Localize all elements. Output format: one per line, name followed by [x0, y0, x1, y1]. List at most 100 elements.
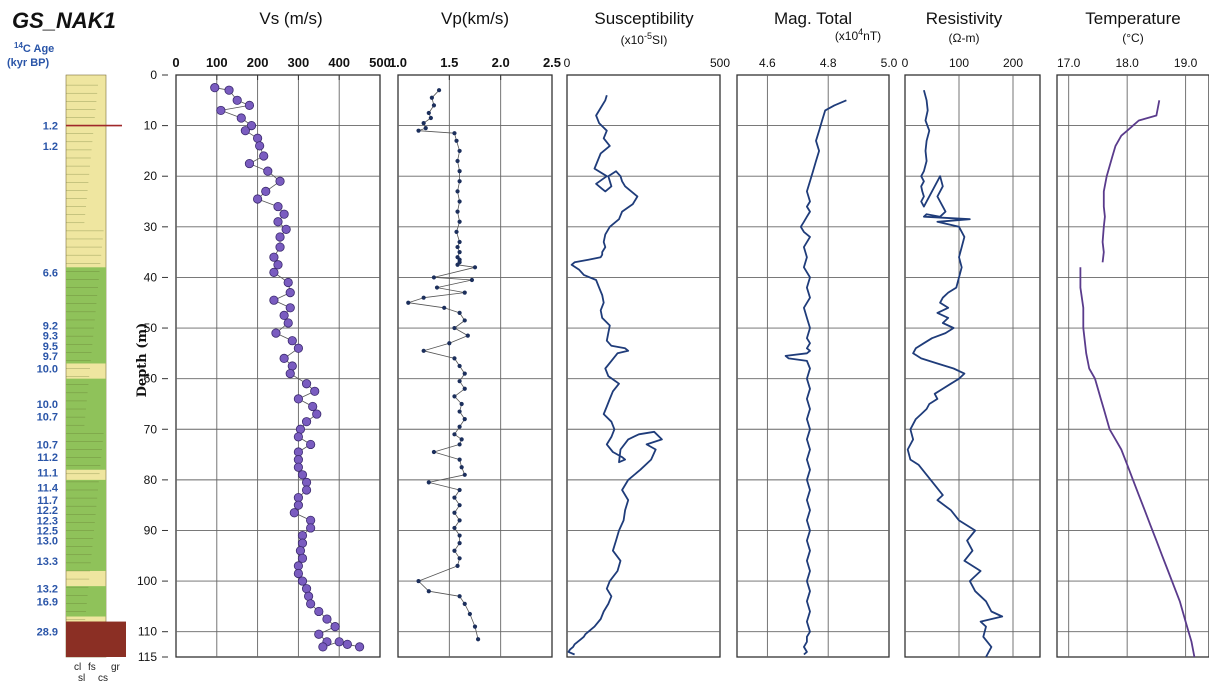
data-point: [459, 401, 464, 407]
data-point: [434, 285, 440, 290]
data-point: [462, 417, 467, 422]
data-point: [293, 432, 303, 442]
data-point: [301, 485, 312, 495]
age-header-main: C Age: [23, 43, 54, 55]
data-point: [354, 642, 365, 652]
data-point: [244, 158, 255, 169]
data-point: [457, 310, 462, 315]
age-label: 13.3: [37, 556, 58, 568]
depth-tick-label: 80: [144, 473, 158, 487]
age-label: 16.9: [37, 596, 58, 608]
data-point: [462, 386, 467, 391]
data-point: [301, 379, 312, 389]
age-label: 12.5: [37, 525, 58, 537]
data-point: [457, 379, 462, 384]
data-point: [293, 343, 303, 353]
data-point: [452, 131, 457, 136]
data-point: [269, 295, 279, 305]
grain-label-gr: gr: [111, 662, 121, 673]
data-point: [426, 589, 431, 594]
data-point: [285, 303, 295, 313]
x-tick-label: 200: [247, 55, 269, 70]
lithology-layers: [66, 84, 126, 657]
series-line: [906, 89, 1004, 658]
grain-label-sl: sl: [78, 673, 85, 684]
data-point: [472, 624, 478, 629]
panel-title: Vs (m/s): [259, 9, 322, 28]
depth-tick-label: 100: [137, 574, 157, 588]
data-point: [295, 424, 306, 434]
age-label: 11.2: [37, 452, 58, 464]
data-point: [216, 105, 226, 116]
age-label: 9.3: [43, 331, 58, 343]
data-point: [289, 508, 299, 518]
data-point: [314, 629, 324, 639]
data-point: [457, 518, 462, 523]
series-line: [1101, 100, 1161, 263]
panel-frame: [736, 74, 890, 658]
data-point: [416, 578, 421, 584]
age-label: 12.2: [37, 505, 58, 517]
data-point: [452, 495, 457, 500]
data-point: [452, 356, 457, 361]
data-point: [224, 85, 234, 95]
data-point: [293, 500, 303, 510]
data-point: [457, 239, 462, 245]
panel-2: Vp(km/s) 1.0 1.5 2.0 2.5: [389, 9, 561, 658]
data-point: [306, 439, 316, 450]
panel-subtitle: (x10-5SI): [621, 31, 668, 47]
panel-frame: [175, 74, 381, 658]
data-point: [314, 606, 324, 617]
grain-label-cs: cs: [98, 673, 108, 684]
data-point: [342, 639, 352, 649]
age-label: 10.7: [37, 412, 58, 424]
data-point: [246, 121, 257, 131]
gravel-layer: [66, 621, 126, 657]
data-point: [293, 447, 303, 457]
age-header: 14C Age: [14, 41, 54, 55]
data-point: [297, 530, 308, 541]
data-point: [459, 465, 464, 470]
grain-label-fs: fs: [88, 662, 96, 673]
data-point: [406, 300, 411, 305]
data-point: [455, 189, 460, 194]
grain-label-cl: cl: [74, 662, 81, 673]
data-point: [293, 462, 303, 472]
panel-4: Mag. Total(x104nT) 4.6 4.8 5.0: [736, 9, 898, 658]
depth-tick-label: 10: [144, 119, 158, 133]
lithology-layer: [66, 267, 106, 364]
lithology-layer: [66, 479, 106, 571]
data-point: [273, 201, 283, 212]
data-point: [303, 591, 314, 601]
depth-tick-label: 110: [138, 625, 157, 639]
panel-subtitle: (x104nT): [835, 27, 881, 43]
depth-tick-label: 30: [144, 220, 158, 234]
data-point: [457, 148, 462, 154]
data-point: [293, 492, 303, 503]
x-tick-label: 0: [902, 56, 909, 70]
series-line: [784, 99, 847, 656]
data-point: [416, 128, 421, 133]
data-point: [455, 158, 460, 164]
data-point: [236, 113, 246, 123]
data-point: [455, 244, 460, 250]
data-point: [455, 209, 460, 214]
data-point: [462, 371, 467, 376]
age-label: 13.0: [37, 536, 58, 548]
x-tick-label: 19.0: [1174, 56, 1198, 70]
x-tick-label: 500: [710, 56, 730, 70]
data-point: [423, 126, 428, 131]
data-point: [431, 449, 437, 455]
data-point: [322, 614, 332, 624]
age-label: 11.1: [37, 467, 58, 479]
data-point: [452, 394, 457, 399]
lithology-layer: [66, 586, 106, 617]
data-point: [457, 363, 462, 369]
panel-subtitle: (Ω-m): [949, 31, 980, 45]
data-point: [287, 336, 297, 346]
data-point: [293, 561, 303, 571]
data-point: [436, 88, 442, 93]
subtitle-unit: SI): [652, 33, 667, 47]
data-point: [429, 95, 434, 100]
